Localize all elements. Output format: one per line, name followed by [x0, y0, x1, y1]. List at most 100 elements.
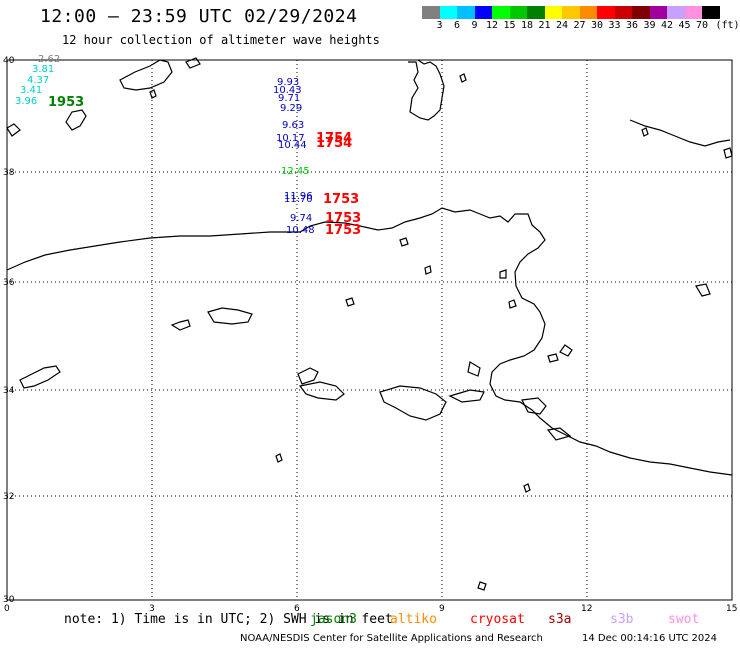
- y-tick-34: 34: [3, 386, 15, 396]
- legend-tick-label: 30: [590, 20, 604, 31]
- x-tick-15: 15: [726, 604, 737, 614]
- islet-4: [297, 367, 319, 385]
- legend-swatch: [422, 6, 440, 19]
- tunisia-island: [559, 344, 573, 357]
- wave-height-label: 9.63: [282, 120, 304, 131]
- islet-11: [477, 581, 487, 591]
- wave-height-label: 11.96: [284, 191, 313, 202]
- satellite-label-s3b: s3b: [610, 612, 634, 627]
- wave-height-label: 3.41: [20, 85, 42, 96]
- legend-swatch: [667, 6, 685, 19]
- legend-unit: (ft): [715, 20, 740, 31]
- legend-swatch: [544, 6, 562, 19]
- map-frame: [6, 59, 733, 601]
- wave-height-label: 4.37: [27, 75, 49, 86]
- legend-swatch: [492, 6, 510, 19]
- islet-20: [723, 147, 733, 159]
- legend-tick-label: 70: [695, 20, 709, 31]
- wave-height-label: 2.62: [38, 54, 60, 65]
- islet-2: [207, 307, 253, 325]
- legend-swatch: [702, 6, 720, 19]
- wave-height-label: 3.81: [32, 64, 54, 75]
- credit-text: NOAA/NESDIS Center for Satellite Applica…: [240, 633, 543, 644]
- legend-tick-label: 39: [643, 20, 656, 31]
- legend-tick-label: 36: [625, 20, 639, 31]
- wave-height-label: 10.17: [276, 133, 305, 144]
- legend-swatch: [597, 6, 615, 19]
- legend-tick-label: 15: [503, 20, 516, 31]
- wave-height-label: 9.74: [290, 213, 312, 224]
- islet-23: [508, 299, 517, 309]
- mallorca: [119, 59, 173, 91]
- spain-tip: [6, 123, 21, 137]
- x-tick-6: 6: [294, 604, 300, 614]
- legend-tick-label: 6: [453, 20, 461, 31]
- wave-height-labels: 2.62 3.81 4.37 3.41 3.96 9.93 10.43 9.71…: [15, 54, 315, 236]
- islet-15: [345, 297, 355, 307]
- wave-height-label: 10.44: [278, 140, 307, 151]
- legend-swatch: [474, 6, 492, 19]
- islet-7: [448, 389, 485, 403]
- y-tick-32: 32: [3, 492, 14, 502]
- legend-swatch: [684, 6, 702, 19]
- islet-17: [523, 483, 531, 493]
- y-tick-36: 36: [3, 278, 15, 288]
- wave-height-label: 3.96: [15, 96, 37, 107]
- tunisia-island-2: [547, 353, 559, 363]
- footer-note: note: 1) Time is in UTC; 2) SWH is in fe…: [64, 612, 393, 627]
- wave-height-label: 10.48: [286, 225, 315, 236]
- menorca: [185, 57, 201, 69]
- y-tick-40: 40: [3, 56, 15, 66]
- islet-18: [459, 73, 467, 83]
- legend-tick-label: 42: [660, 20, 674, 31]
- x-tick-9: 9: [439, 604, 445, 614]
- wave-height-label: 11.70: [284, 194, 313, 205]
- wave-height-label: 9.71: [278, 93, 300, 104]
- legend-swatch: [562, 6, 580, 19]
- islet-3: [19, 365, 61, 389]
- satellite-label-altiko: altiko: [390, 612, 437, 627]
- legend-tick-label: 21: [538, 20, 551, 31]
- islet-12: [499, 269, 507, 279]
- page-title: 12:00 — 23:59 UTC 02/29/2024: [40, 6, 358, 27]
- legend-tick-label: 12: [485, 20, 499, 31]
- y-tick-30: 30: [3, 595, 15, 605]
- islet-21: [149, 89, 157, 99]
- satellite-label-s3a: s3a: [548, 612, 572, 627]
- pass-time-label: 1753: [323, 192, 359, 207]
- legend-tick-label: 18: [520, 20, 534, 31]
- pass-time-label: 1753: [325, 223, 361, 238]
- graticule: [7, 60, 732, 600]
- north-africa-coast: [6, 207, 733, 476]
- islet-14: [399, 237, 409, 247]
- islet-10: [546, 427, 572, 441]
- legend-tick-label: 24: [555, 20, 569, 31]
- coastlines: [6, 57, 733, 591]
- legend-swatch: [614, 6, 632, 19]
- pass-time-label: 1754: [316, 131, 352, 146]
- legend-tick-label: 45: [678, 20, 691, 31]
- pass-time-label: 1953: [48, 95, 84, 110]
- sardinia: [408, 59, 445, 121]
- generated-timestamp: 14 Dec 00:14:16 UTC 2024: [582, 633, 717, 644]
- color-legend: [422, 6, 720, 19]
- x-tick-0: 0: [4, 604, 10, 614]
- islet-13: [695, 283, 711, 297]
- islet-9: [521, 397, 547, 415]
- islet-16: [275, 453, 283, 463]
- sicily: [629, 119, 731, 147]
- legend-tick-label: 3: [436, 20, 443, 31]
- pass-time-label: 1753: [325, 211, 361, 226]
- wave-height-label: 9.93: [277, 77, 299, 88]
- pass-labels: 1953 1754 1754 1753 1753 1753: [48, 95, 361, 238]
- legend-swatch: [649, 6, 667, 19]
- legend-swatch: [439, 6, 457, 19]
- axis-labels: 0 3 6 9 12 15 40 38 36 34 32 30: [3, 56, 737, 614]
- satellite-label-swot: swot: [668, 612, 700, 627]
- legend-swatch: [632, 6, 650, 19]
- islet-5: [298, 381, 345, 401]
- wave-height-label: 9.29: [280, 103, 302, 114]
- x-tick-12: 12: [581, 604, 592, 614]
- islet-1: [170, 319, 191, 331]
